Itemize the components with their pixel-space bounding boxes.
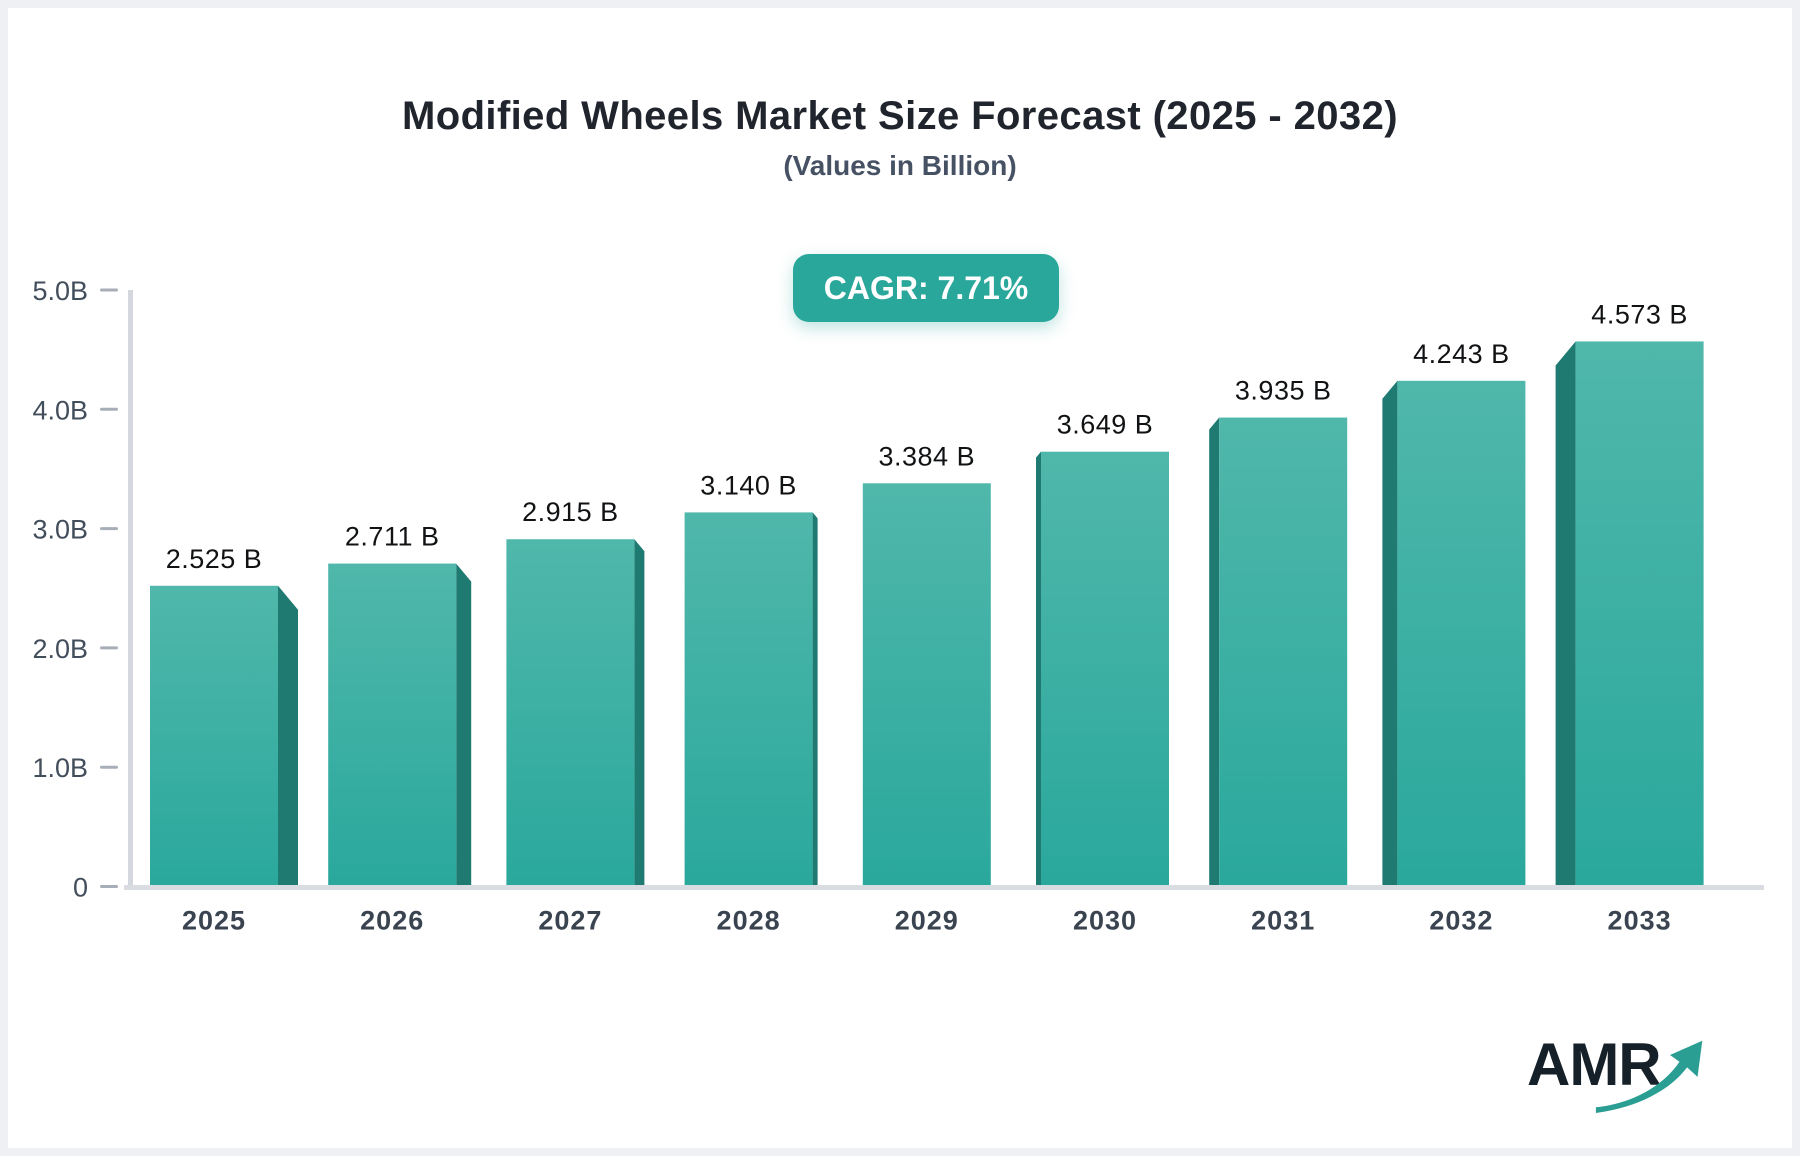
y-tick-label-4.0B: 4.0B (32, 395, 88, 425)
bar-side-2031 (1209, 417, 1220, 887)
bar-side-2026 (456, 563, 472, 887)
cagr-badge: CAGR: 7.71% (793, 254, 1059, 322)
x-axis-label-2032: 2032 (1429, 905, 1493, 935)
x-axis-label-2026: 2026 (360, 905, 424, 935)
bar-value-label-2027: 2.915 B (522, 497, 619, 527)
bar-value-label-2029: 3.384 B (879, 441, 976, 471)
bar-value-label-2026: 2.711 B (345, 522, 440, 552)
bar-side-2027 (634, 539, 645, 887)
y-tick-label-0: 0 (73, 872, 88, 902)
x-axis-label-2029: 2029 (895, 905, 959, 935)
bar-value-label-2031: 3.935 B (1235, 376, 1332, 406)
bar-2031 (1219, 417, 1348, 887)
bar-value-label-2030: 3.649 B (1057, 410, 1154, 440)
amr-logo: AMR (1527, 1033, 1717, 1113)
x-axis-label-2027: 2027 (538, 905, 602, 935)
y-tick-label-2.0B: 2.0B (32, 634, 88, 664)
x-axis-label-2033: 2033 (1608, 905, 1672, 935)
bar-2030 (1041, 451, 1169, 887)
bar-2027 (506, 539, 635, 887)
bar-value-label-2028: 3.140 B (700, 470, 797, 500)
chart-title: Modified Wheels Market Size Forecast (20… (402, 94, 1398, 138)
bar-2029 (862, 483, 991, 887)
y-tick-label-5.0B: 5.0B (32, 276, 88, 306)
bar-value-label-2025: 2.525 B (166, 544, 263, 574)
bar-side-2033 (1555, 341, 1576, 887)
y-axis-line (128, 290, 133, 887)
bar-2032 (1397, 380, 1526, 887)
bar-2033 (1575, 341, 1704, 887)
y-tick-2.0B (100, 646, 118, 650)
growth-arrow-icon (1595, 1040, 1703, 1113)
y-tick-label-1.0B: 1.0B (32, 753, 88, 783)
y-tick-label-3.0B: 3.0B (32, 515, 88, 545)
y-tick-4.0B (100, 407, 118, 411)
y-tick-3.0B (100, 527, 118, 531)
bar-side-2032 (1382, 380, 1398, 887)
chart-subtitle: (Values in Billion) (783, 150, 1017, 181)
x-axis-label-2030: 2030 (1073, 905, 1137, 935)
bar-side-2025 (278, 585, 298, 887)
y-tick-5.0B (100, 288, 118, 292)
bar-value-label-2033: 4.573 B (1591, 299, 1688, 329)
bar-2026 (328, 563, 457, 887)
bar-value-label-2032: 4.243 B (1413, 339, 1510, 369)
x-axis-label-2028: 2028 (717, 905, 781, 935)
bar-2025 (150, 585, 278, 887)
y-tick-1.0B (100, 765, 118, 769)
bar-2028 (684, 512, 813, 887)
bar-side-2030 (1036, 451, 1041, 887)
amr-logo-text: AMR (1527, 1031, 1662, 1098)
x-axis-label-2031: 2031 (1251, 905, 1315, 935)
bar-side-2028 (812, 512, 818, 887)
x-axis-line (124, 885, 1764, 890)
x-axis-label-2025: 2025 (182, 905, 246, 935)
y-tick-0 (100, 885, 118, 888)
